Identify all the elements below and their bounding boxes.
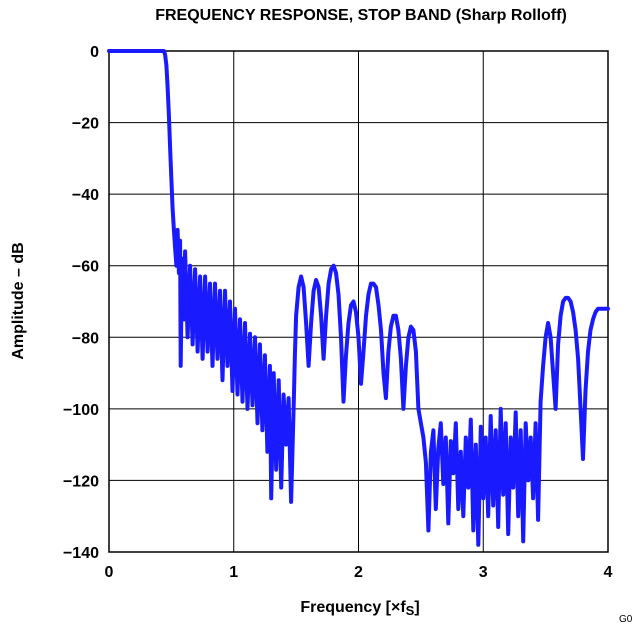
chart-title: FREQUENCY RESPONSE, STOP BAND (Sharp Rol…: [155, 7, 567, 24]
y-tick-label: −20: [72, 116, 99, 133]
y-tick-label: −140: [63, 545, 99, 562]
x-axis-label-main: Frequency [×f: [300, 599, 406, 616]
x-axis-label: Frequency [×fS]: [300, 599, 419, 618]
plot-frame: [108, 50, 609, 553]
x-axis-label-close: ]: [414, 599, 419, 616]
x-tick-label: 3: [479, 564, 488, 581]
x-tick-label: 1: [229, 564, 238, 581]
y-tick-label: −120: [63, 473, 99, 490]
x-tick-label: 0: [105, 564, 114, 581]
y-tick-label: −40: [72, 187, 99, 204]
x-tick-label: 4: [604, 564, 613, 581]
x-axis-label-subscript: S: [406, 603, 415, 618]
y-tick-label: −60: [72, 259, 99, 276]
y-tick-labels: 0 −20 −40 −60 −80 −100 −120 −140: [63, 44, 99, 562]
y-tick-label: 0: [90, 44, 99, 61]
x-tick-label: 2: [354, 564, 363, 581]
x-tick-labels: 0 1 2 3 4: [105, 564, 613, 581]
series-group: [107, 49, 610, 547]
series-line: [107, 49, 610, 547]
y-tick-label: −100: [63, 402, 99, 419]
figure-code: G0: [619, 614, 633, 625]
y-tick-label: −80: [72, 330, 99, 347]
y-axis-label: Amplitude – dB: [10, 242, 27, 359]
